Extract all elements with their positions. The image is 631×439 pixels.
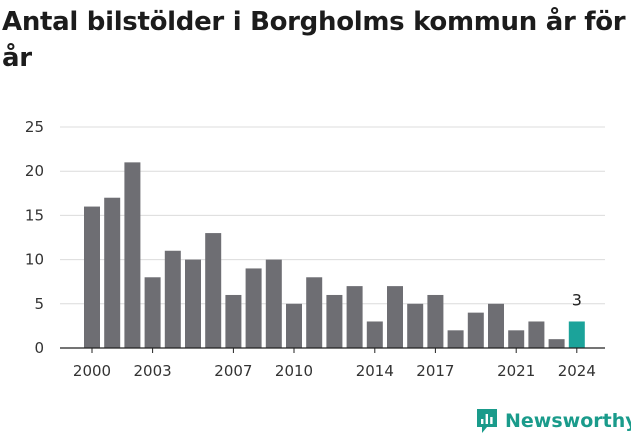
x-tick-label: 2010 [275,362,313,380]
bar-2012 [326,294,343,348]
y-tick-label: 10 [25,251,44,269]
x-tick-label: 2014 [356,362,394,380]
x-tick-label: 2000 [73,362,111,380]
bar-2016 [407,303,424,348]
bar-2018 [447,330,464,348]
bar-2015 [387,286,403,348]
bar-2006 [205,233,222,348]
y-tick-label: 0 [34,339,44,357]
bar-2011 [306,277,323,348]
bar-2004 [164,250,181,348]
bar-2020 [488,303,504,348]
bar-2000 [84,206,100,348]
newsworthy-logo-icon [477,409,497,433]
bar-2023 [548,339,565,348]
bar-2001 [104,197,121,348]
bar-2005 [185,259,201,348]
y-tick-label: 25 [25,118,44,136]
bar-2014 [366,321,383,348]
bar-2024 [568,321,585,348]
x-tick-label: 2007 [214,362,252,380]
x-axis-tick-labels: 2000 2003 2007 2010 2014 2017 2021 2024 [73,348,596,380]
y-axis-tick-labels: 0 5 10 15 20 25 [25,118,44,357]
x-tick-label: 2021 [497,362,535,380]
bar-2002 [124,162,141,348]
bar-2003 [144,277,161,348]
grid-lines [60,126,605,305]
brand-logo: Newsworthy [475,406,631,436]
y-tick-label: 20 [25,162,44,180]
bar-2007 [225,294,242,348]
bar-2013 [346,286,363,348]
bar-2022 [528,321,545,348]
bars [84,162,585,348]
chart-title: Antal bilstölder i Borgholms kommun år f… [2,7,626,73]
data-labels: 3 [572,290,582,309]
bar-2009 [265,259,282,348]
bar-2019 [467,312,484,348]
bar-2010 [286,303,302,348]
y-tick-label: 15 [25,206,44,224]
x-tick-label: 2017 [416,362,454,380]
x-tick-label: 2024 [558,362,596,380]
y-tick-label: 5 [34,295,44,313]
bar-2008 [245,268,262,348]
bar-2017 [427,294,444,348]
bar-2021 [508,330,525,348]
brand-name: Newsworthy [505,410,631,432]
data-label: 3 [572,290,582,309]
x-tick-label: 2003 [134,362,172,380]
